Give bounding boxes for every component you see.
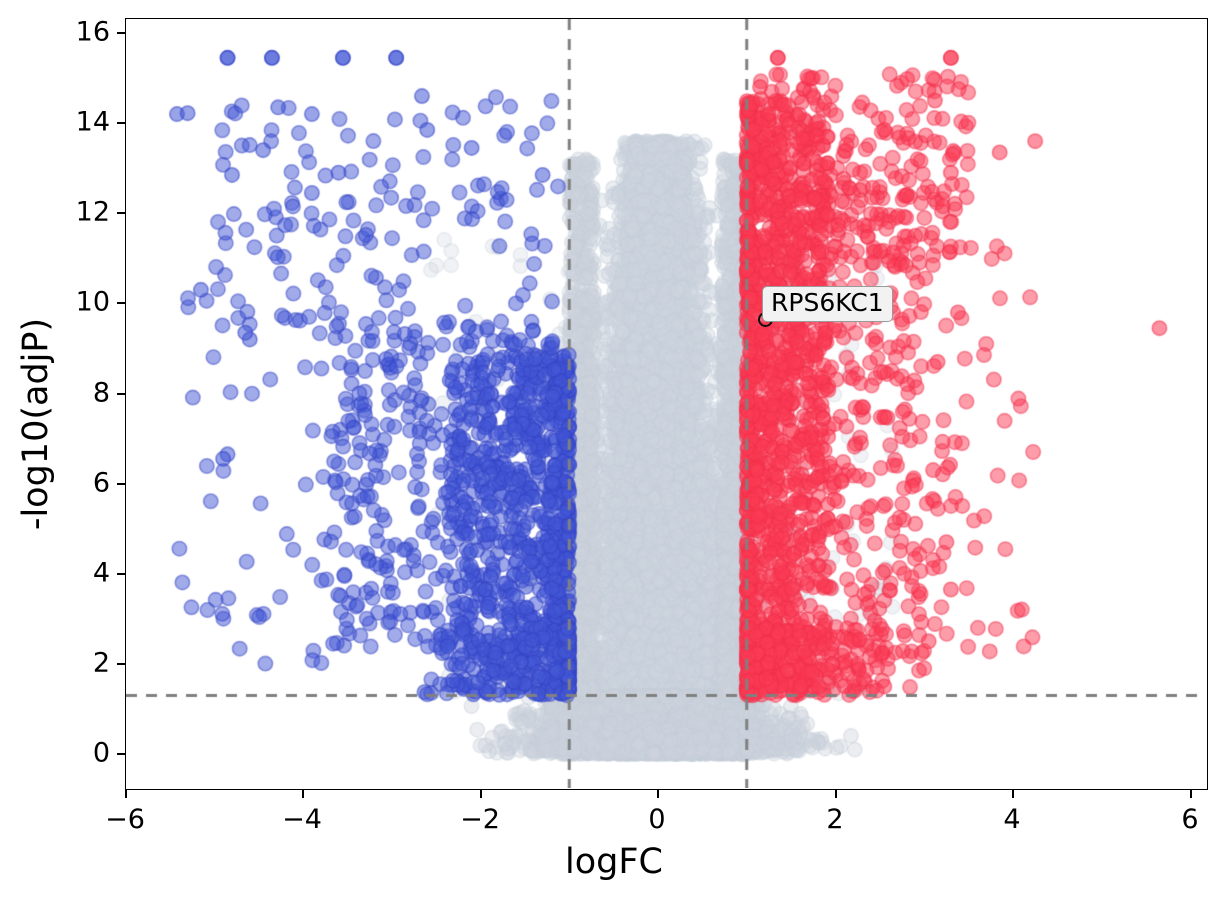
y-axis-label: -log10(adjP) bbox=[16, 317, 56, 531]
xtick-mark-6 bbox=[1190, 790, 1192, 798]
ytick-label-16: 16 bbox=[75, 16, 110, 48]
ytick-mark-12 bbox=[117, 212, 125, 214]
xtick-label-neg4: −4 bbox=[282, 804, 322, 835]
ytick-mark-14 bbox=[117, 122, 125, 124]
ytick-mark-10 bbox=[117, 302, 125, 304]
ytick-label-4: 4 bbox=[92, 557, 110, 589]
xtick-label-2: 2 bbox=[826, 804, 844, 835]
xtick-label-6: 6 bbox=[1181, 804, 1199, 835]
xtick-label-0: 0 bbox=[648, 804, 666, 835]
ytick-label-2: 2 bbox=[92, 647, 110, 679]
ytick-mark-4 bbox=[117, 573, 125, 575]
ytick-label-8: 8 bbox=[92, 377, 110, 409]
scatter-plot-canvas bbox=[126, 19, 1206, 788]
plot-area bbox=[125, 18, 1208, 790]
ytick-label-10: 10 bbox=[75, 286, 110, 318]
ytick-label-14: 14 bbox=[75, 106, 110, 138]
xtick-label-4: 4 bbox=[1003, 804, 1021, 835]
xtick-mark-neg4 bbox=[302, 790, 304, 798]
ytick-mark-2 bbox=[117, 663, 125, 665]
xtick-mark-neg2 bbox=[480, 790, 482, 798]
ytick-mark-0 bbox=[117, 753, 125, 755]
ytick-label-12: 12 bbox=[75, 196, 110, 228]
xtick-mark-4 bbox=[1012, 790, 1014, 798]
ytick-label-0: 0 bbox=[92, 737, 110, 769]
x-axis-label: logFC bbox=[565, 842, 663, 882]
xtick-label-neg6: −6 bbox=[105, 804, 145, 835]
xtick-mark-2 bbox=[835, 790, 837, 798]
xtick-mark-0 bbox=[657, 790, 659, 798]
ytick-mark-8 bbox=[117, 393, 125, 395]
gene-label-rps6kc1[interactable]: RPS6KC1 bbox=[762, 286, 893, 323]
xtick-label-neg2: −2 bbox=[460, 804, 500, 835]
ytick-mark-16 bbox=[117, 32, 125, 34]
ytick-mark-6 bbox=[117, 483, 125, 485]
xtick-mark-neg6 bbox=[125, 790, 127, 798]
ytick-label-6: 6 bbox=[92, 467, 110, 499]
